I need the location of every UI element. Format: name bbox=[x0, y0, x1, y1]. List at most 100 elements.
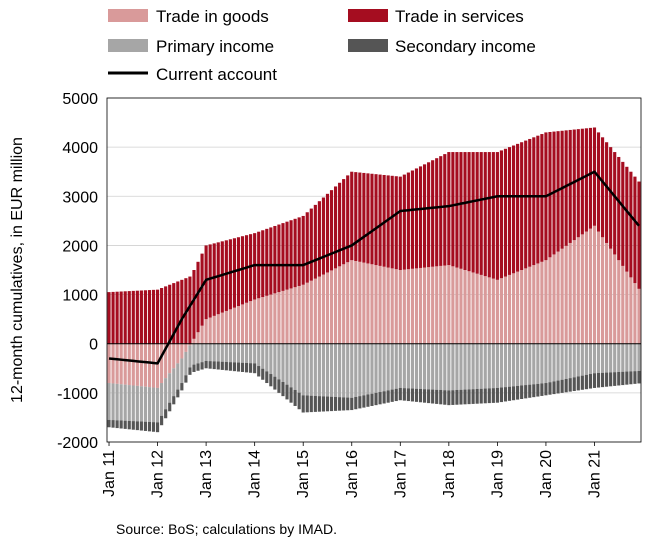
bar-trade-in-goods bbox=[544, 260, 548, 344]
bar-trade-in-goods bbox=[609, 248, 613, 344]
bar-secondary-income bbox=[507, 386, 512, 401]
bar-trade-in-services bbox=[244, 235, 249, 303]
bar-primary-income bbox=[232, 343, 237, 363]
bar-trade-in-services bbox=[119, 291, 123, 344]
bar-primary-income bbox=[576, 343, 580, 377]
bar-trade-in-services bbox=[224, 240, 228, 311]
legend-label-current-account: Current account bbox=[156, 65, 277, 84]
bar-primary-income bbox=[160, 383, 164, 416]
bar-secondary-income bbox=[350, 397, 354, 411]
bar-secondary-income bbox=[147, 421, 152, 432]
bar-trade-in-goods bbox=[115, 343, 119, 384]
bar-trade-in-services bbox=[406, 172, 410, 270]
bar-trade-in-goods bbox=[285, 289, 289, 344]
bar-primary-income bbox=[208, 343, 212, 362]
bar-secondary-income bbox=[540, 383, 544, 396]
bar-trade-in-goods bbox=[520, 270, 524, 344]
bar-primary-income bbox=[325, 343, 330, 397]
bar-secondary-income bbox=[236, 362, 241, 372]
bar-secondary-income bbox=[196, 363, 200, 371]
bar-trade-in-services bbox=[362, 172, 366, 263]
bar-secondary-income bbox=[435, 389, 439, 404]
bar-primary-income bbox=[556, 343, 560, 381]
bar-secondary-income bbox=[192, 364, 196, 372]
bar-trade-in-goods bbox=[168, 343, 172, 374]
bar-primary-income bbox=[447, 343, 451, 391]
bar-trade-in-goods bbox=[350, 260, 354, 344]
bar-trade-in-services bbox=[277, 224, 281, 293]
bar-primary-income bbox=[168, 373, 172, 403]
bar-secondary-income bbox=[115, 420, 119, 429]
bar-secondary-income bbox=[447, 390, 451, 406]
bar-trade-in-services bbox=[600, 137, 605, 238]
x-tick-label: Jan 17 bbox=[392, 450, 409, 498]
bar-trade-in-services bbox=[495, 152, 499, 280]
bar-trade-in-goods bbox=[216, 314, 220, 344]
bar-trade-in-services bbox=[196, 261, 200, 333]
current-account-line bbox=[108, 170, 640, 365]
bar-trade-in-services bbox=[439, 156, 443, 266]
bar-primary-income bbox=[309, 343, 313, 396]
bar-trade-in-goods bbox=[560, 248, 564, 344]
bar-trade-in-goods bbox=[524, 268, 528, 344]
bar-primary-income bbox=[451, 343, 455, 391]
bar-trade-in-services bbox=[382, 174, 386, 267]
bar-secondary-income bbox=[265, 371, 269, 384]
bar-secondary-income bbox=[244, 362, 249, 373]
bar-trade-in-goods bbox=[151, 343, 156, 388]
current-account-layer bbox=[108, 170, 640, 365]
bar-trade-in-services bbox=[467, 152, 471, 272]
bar-primary-income bbox=[244, 343, 249, 363]
bar-primary-income bbox=[378, 343, 382, 393]
bar-trade-in-goods bbox=[172, 343, 176, 369]
bar-primary-income bbox=[305, 343, 309, 396]
bar-primary-income bbox=[560, 343, 564, 380]
bar-secondary-income bbox=[269, 374, 273, 387]
bar-primary-income bbox=[524, 343, 528, 386]
bar-primary-income bbox=[172, 368, 176, 397]
bar-secondary-income bbox=[321, 396, 326, 412]
y-axis-title: 12-month cumulatives, in EUR million bbox=[9, 137, 26, 403]
x-tick-label: Jan 19 bbox=[489, 450, 506, 498]
bar-trade-in-goods bbox=[572, 240, 576, 344]
bar-primary-income bbox=[483, 343, 487, 389]
bar-trade-in-goods bbox=[540, 261, 544, 344]
bar-trade-in-goods bbox=[232, 307, 237, 344]
bar-secondary-income bbox=[398, 387, 402, 401]
bar-trade-in-services bbox=[204, 245, 208, 320]
bar-trade-in-goods bbox=[410, 268, 415, 344]
bar-trade-in-services bbox=[520, 142, 524, 270]
bar-primary-income bbox=[455, 343, 459, 390]
bar-trade-in-goods bbox=[139, 343, 143, 387]
bar-secondary-income bbox=[427, 389, 431, 404]
bar-secondary-income bbox=[338, 397, 342, 411]
bar-secondary-income bbox=[475, 388, 479, 404]
bar-secondary-income bbox=[220, 361, 224, 370]
bar-secondary-income bbox=[451, 390, 455, 405]
bar-secondary-income bbox=[479, 388, 483, 404]
bar-trade-in-services bbox=[317, 201, 321, 277]
bar-secondary-income bbox=[257, 366, 261, 377]
x-tick-label: Jan 21 bbox=[586, 450, 603, 498]
y-tick-label: 0 bbox=[89, 337, 98, 354]
bar-secondary-income bbox=[580, 375, 584, 390]
bar-trade-in-services bbox=[422, 164, 427, 268]
bar-secondary-income bbox=[495, 387, 499, 403]
bar-secondary-income bbox=[277, 379, 281, 393]
bar-secondary-income bbox=[516, 385, 520, 400]
bar-primary-income bbox=[584, 343, 588, 375]
bar-primary-income bbox=[342, 343, 346, 398]
bar-primary-income bbox=[540, 343, 544, 384]
bar-secondary-income bbox=[528, 384, 532, 398]
bar-primary-income bbox=[487, 343, 491, 389]
bar-secondary-income bbox=[422, 389, 427, 403]
bar-primary-income bbox=[228, 343, 232, 363]
bar-trade-in-services bbox=[463, 152, 467, 270]
bar-secondary-income bbox=[329, 396, 334, 412]
bar-secondary-income bbox=[370, 393, 374, 406]
bar-secondary-income bbox=[394, 388, 398, 402]
bar-trade-in-goods bbox=[495, 279, 499, 344]
bar-primary-income bbox=[164, 378, 168, 410]
bar-secondary-income bbox=[208, 361, 212, 369]
bar-secondary-income bbox=[188, 367, 192, 375]
